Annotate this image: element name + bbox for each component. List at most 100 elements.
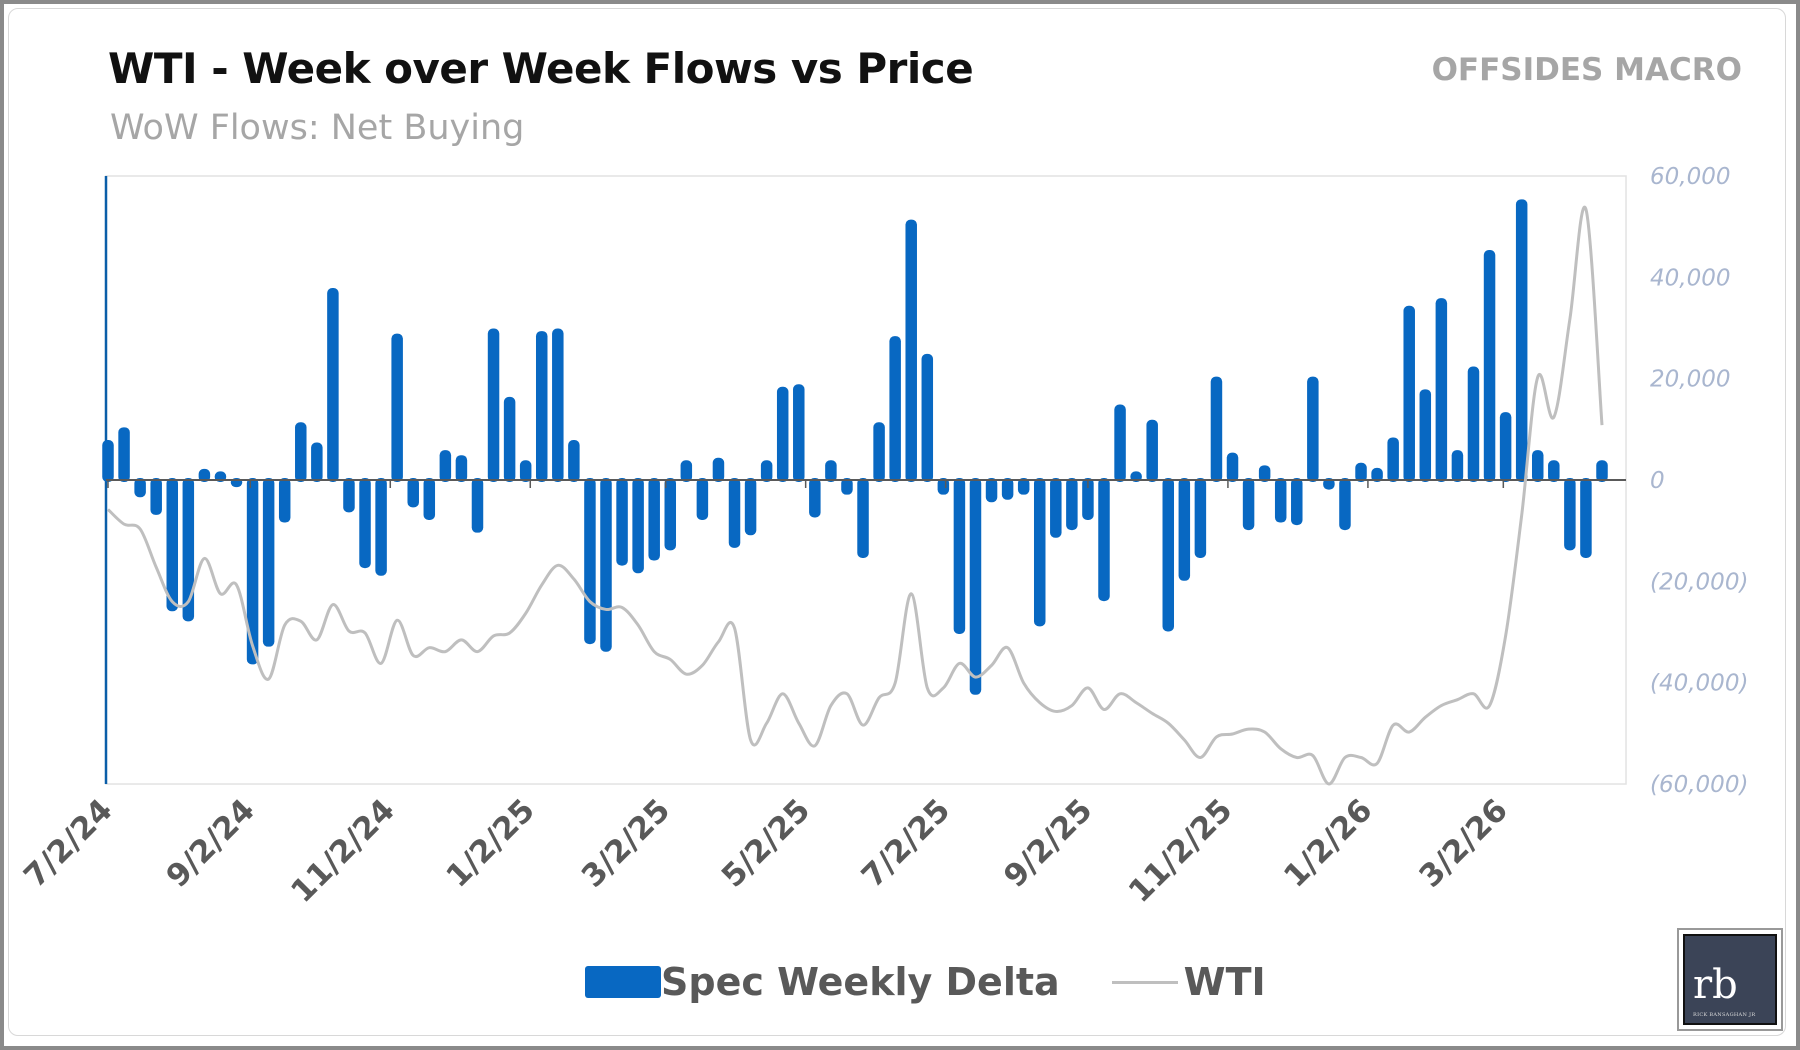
bar bbox=[1017, 478, 1030, 495]
logo: rb RICK BANSAGHAN JR bbox=[1677, 928, 1783, 1031]
bar bbox=[744, 478, 757, 536]
bar bbox=[1387, 437, 1399, 482]
bar bbox=[1033, 478, 1046, 627]
x-tick-label: 9/2/24 bbox=[159, 792, 261, 894]
bar bbox=[150, 478, 162, 515]
bar bbox=[455, 455, 468, 482]
bar bbox=[921, 353, 934, 482]
bar bbox=[535, 331, 548, 482]
x-tick-label: 11/2/25 bbox=[1122, 792, 1240, 910]
bar bbox=[166, 478, 179, 612]
bar bbox=[600, 478, 612, 652]
bar bbox=[278, 478, 291, 523]
bar bbox=[439, 450, 452, 482]
brand-label: OFFSIDES MACRO bbox=[1431, 52, 1742, 88]
bar bbox=[809, 478, 821, 518]
y-tick-label: 60,000 bbox=[1650, 164, 1730, 190]
bar bbox=[1178, 478, 1191, 581]
bar bbox=[423, 478, 436, 520]
x-tick-label: 1/2/26 bbox=[1277, 792, 1379, 894]
bar bbox=[1242, 478, 1255, 531]
bar bbox=[1515, 199, 1528, 483]
bar bbox=[262, 478, 275, 647]
bar bbox=[568, 440, 580, 482]
bar bbox=[552, 328, 564, 482]
bar bbox=[1001, 478, 1014, 500]
bar bbox=[1467, 366, 1480, 482]
bar bbox=[134, 478, 146, 498]
bar bbox=[1355, 462, 1367, 482]
wti-line bbox=[106, 205, 1604, 786]
y-tick-label: (40,000) bbox=[1650, 671, 1748, 697]
x-tick-label: 7/2/24 bbox=[17, 792, 119, 894]
bar bbox=[616, 478, 628, 566]
bar bbox=[953, 478, 966, 634]
bar bbox=[1258, 465, 1271, 482]
bar bbox=[359, 478, 371, 569]
bar bbox=[776, 386, 789, 482]
bar bbox=[118, 427, 130, 482]
bar bbox=[198, 468, 211, 482]
y-tick-label: 0 bbox=[1650, 468, 1665, 494]
bar bbox=[1403, 305, 1415, 482]
bar bbox=[471, 478, 484, 533]
bar bbox=[1194, 478, 1207, 558]
bar bbox=[1339, 478, 1351, 531]
bar bbox=[712, 457, 725, 482]
bar bbox=[584, 478, 596, 645]
bar bbox=[1082, 478, 1094, 520]
x-tick-label: 7/2/25 bbox=[855, 792, 957, 894]
bar bbox=[1371, 467, 1383, 482]
x-tick-label: 5/2/25 bbox=[715, 792, 817, 894]
bar bbox=[1050, 478, 1062, 538]
bar bbox=[1564, 478, 1576, 551]
legend-swatch-bars bbox=[585, 966, 661, 998]
bar bbox=[825, 460, 837, 482]
bar bbox=[648, 478, 660, 561]
bar bbox=[889, 336, 901, 482]
legend: Spec Weekly Delta WTI bbox=[585, 960, 1266, 1004]
bar bbox=[519, 460, 532, 482]
x-tick-label: 9/2/25 bbox=[997, 792, 1099, 894]
y-tick-label: 20,000 bbox=[1650, 367, 1730, 393]
bar bbox=[1291, 478, 1303, 526]
bar bbox=[1531, 450, 1544, 482]
bar bbox=[1435, 298, 1448, 482]
bar bbox=[760, 460, 773, 482]
bar bbox=[311, 442, 323, 482]
bar bbox=[1548, 460, 1560, 482]
bar bbox=[503, 396, 516, 482]
legend-label-line: WTI bbox=[1183, 960, 1266, 1004]
bar bbox=[343, 478, 355, 513]
bar bbox=[985, 478, 998, 503]
bar bbox=[632, 478, 644, 574]
bar bbox=[1114, 404, 1126, 482]
x-tick-label: 1/2/25 bbox=[439, 792, 541, 894]
bar bbox=[873, 422, 885, 482]
bar bbox=[295, 422, 307, 482]
legend-swatch-line bbox=[1111, 980, 1178, 984]
bar bbox=[1162, 478, 1175, 632]
bar bbox=[1307, 376, 1319, 482]
bar bbox=[1098, 478, 1110, 602]
chart-subtitle: WoW Flows: Net Buying bbox=[110, 108, 525, 148]
bar bbox=[487, 328, 500, 482]
bar bbox=[728, 478, 741, 548]
bar bbox=[407, 478, 419, 508]
logo-subtext: RICK BANSAGHAN JR bbox=[1693, 1012, 1756, 1018]
bar bbox=[969, 478, 982, 695]
y-tick-label: (60,000) bbox=[1650, 772, 1748, 798]
bar bbox=[375, 478, 387, 576]
y-tick-label: 40,000 bbox=[1650, 265, 1730, 291]
bar bbox=[1146, 419, 1158, 482]
logo-mark: rb bbox=[1693, 962, 1738, 1008]
y-tick-label: (20,000) bbox=[1650, 569, 1748, 595]
bar bbox=[841, 478, 853, 495]
legend-label-bars: Spec Weekly Delta bbox=[661, 960, 1060, 1004]
bar bbox=[1226, 452, 1239, 482]
bar bbox=[664, 478, 677, 551]
bar bbox=[391, 333, 403, 482]
bar bbox=[1274, 478, 1287, 523]
